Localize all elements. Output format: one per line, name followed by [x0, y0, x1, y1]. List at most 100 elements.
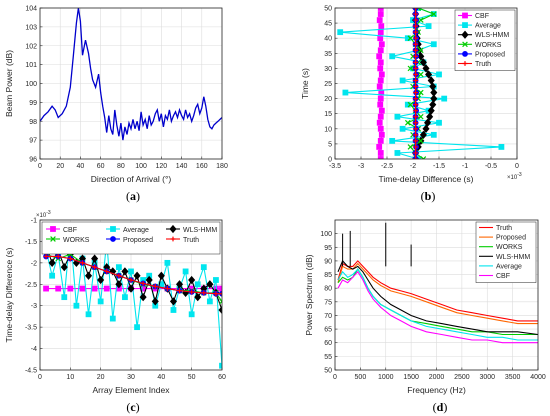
data-point-cbf [377, 65, 384, 72]
x-tick-label: 0 [333, 374, 337, 381]
x-tick-label: 4000 [530, 374, 546, 381]
data-point-truth [104, 269, 110, 274]
data-point-truth [413, 84, 418, 89]
data-point-wls-hmm [84, 271, 93, 280]
y-tick-label: 20 [324, 96, 332, 103]
data-point-wls-hmm [429, 82, 437, 91]
y-tick-label: 60 [324, 340, 332, 347]
data-point-wls-hmm [427, 76, 435, 85]
data-point-cbf [378, 71, 385, 78]
legend-label-works: WORKS [496, 244, 523, 251]
panel-caption: (a) [126, 189, 140, 203]
data-point-cbf [377, 150, 384, 156]
caption-letter: a [130, 189, 136, 203]
data-point-cbf [377, 35, 384, 42]
data-point-wls-hmm [422, 64, 430, 73]
x-exponent-power: -3 [517, 172, 522, 178]
legend: Truth Proposed WORKS WLS-HMM Average CBF [475, 221, 537, 283]
data-point-average [430, 41, 437, 48]
y-tick-label: 90 [324, 258, 332, 265]
x-axis-label: Direction of Arrival (°) [91, 174, 172, 184]
x-tick-label: -2 [410, 163, 416, 170]
series-line-wls-hmm [337, 259, 538, 336]
data-point-cbf [376, 53, 383, 60]
y-tick-label: 95 [324, 245, 332, 252]
y-tick-label: 99 [29, 100, 37, 107]
y-tick-label: 50 [324, 6, 332, 13]
y-tick-label: 15 [324, 111, 332, 118]
data-point-truth [128, 277, 134, 283]
data-point-truth [413, 120, 418, 126]
legend-label-truth: Truth [496, 225, 512, 232]
data-point-cbf [378, 107, 385, 114]
legend-label-proposed: Proposed [123, 237, 153, 244]
data-point-average [61, 294, 68, 301]
legend-marker-average [462, 22, 468, 29]
data-point-truth [80, 260, 85, 266]
y-tick-label: -2.5 [25, 282, 37, 289]
data-point-truth [213, 291, 219, 297]
data-point-average [337, 29, 344, 36]
data-point-works [417, 89, 424, 96]
x-tick-label: 120 [155, 163, 167, 170]
data-point-average [436, 119, 442, 126]
y-axis-label: Power Spectrum (dB) [304, 254, 314, 335]
chart-a: 0 20 40 60 80 100 120 140 160 180 96 97 98 99 100 101 10… [4, 6, 228, 204]
y-tick-label: 80 [324, 286, 332, 293]
x-tick-label: 20 [56, 163, 64, 170]
y-tick-label: 75 [324, 299, 332, 306]
y-tick-label: 70 [324, 313, 332, 320]
data-point-wls-hmm [127, 284, 135, 293]
data-point-average [97, 298, 104, 305]
x-tick-label: 10 [66, 374, 74, 381]
data-point-wls-hmm [430, 88, 438, 97]
x-tick-label: -2.5 [381, 163, 393, 170]
data-point-cbf [377, 11, 384, 17]
data-point-wls-hmm [194, 293, 202, 302]
data-point-truth [413, 23, 418, 29]
legend-marker-proposed [462, 51, 468, 57]
x-tick-label: 0 [38, 374, 42, 381]
data-point-average [425, 23, 432, 30]
x-tick-label: 1500 [403, 374, 419, 381]
data-point-wls-hmm [97, 275, 105, 285]
data-point-cbf [376, 144, 383, 150]
legend-marker-truth [170, 236, 176, 242]
legend-marker-truth [462, 61, 468, 66]
data-point-average [128, 268, 134, 275]
data-point-works [417, 47, 424, 54]
data-point-cbf [377, 59, 384, 66]
x-tick-label: 60 [97, 163, 105, 170]
data-point-average [342, 89, 349, 96]
data-point-cbf [377, 8, 384, 11]
caption-close: ) [136, 189, 140, 203]
data-point-average [73, 302, 80, 309]
data-point-truth [55, 254, 61, 259]
series-line-average [337, 268, 538, 341]
legend-marker-average [110, 226, 116, 232]
panel-caption: (d) [433, 400, 448, 414]
x-axis-label: Time-delay Difference (s) [379, 174, 474, 184]
data-point-truth [413, 96, 418, 101]
series-line-series [40, 8, 222, 141]
data-point-average [109, 315, 116, 322]
x-tick-label: 3500 [505, 374, 521, 381]
series-line-average [45, 232, 222, 366]
legend-label-works: WORKS [63, 237, 90, 244]
data-point-average [134, 324, 140, 331]
data-point-truth [165, 286, 170, 291]
x-tick-label: 80 [117, 163, 125, 170]
legend-label-proposed: Proposed [496, 235, 526, 242]
y-tick-label: 98 [29, 119, 37, 126]
legend-marker-cbf [462, 12, 468, 19]
legend-label-truth: Truth [183, 237, 199, 244]
y-exponent-power: -3 [46, 210, 51, 216]
data-point-truth [413, 29, 418, 35]
x-tick-label: 2500 [454, 374, 470, 381]
y-tick-label: 65 [324, 327, 332, 334]
data-point-average [498, 144, 505, 150]
data-point-cbf [377, 137, 384, 144]
data-point-cbf [377, 47, 384, 54]
data-point-wls-hmm [151, 297, 159, 306]
series-line-cbf [337, 270, 538, 344]
